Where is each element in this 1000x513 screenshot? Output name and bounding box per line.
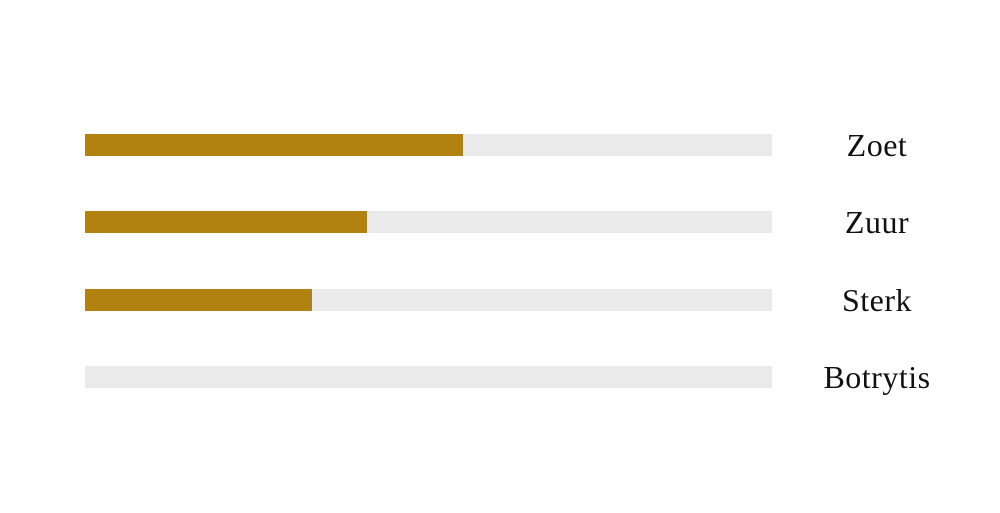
bar-row: Zoet bbox=[0, 106, 1000, 184]
bar-row: Sterk bbox=[0, 261, 1000, 339]
bar-fill bbox=[85, 211, 367, 234]
bar-track bbox=[85, 288, 772, 311]
bar-track bbox=[85, 366, 772, 389]
bar-fill bbox=[85, 288, 312, 311]
bar-label: Botrytis bbox=[823, 359, 931, 396]
bar-label: Zuur bbox=[844, 204, 910, 241]
bar-fill bbox=[85, 133, 463, 156]
bar-track bbox=[85, 211, 772, 234]
bar-row: Botrytis bbox=[0, 339, 1000, 417]
bar-row: Zuur bbox=[0, 184, 1000, 262]
bar-rows-container: Zoet Zuur Sterk Botrytis bbox=[0, 106, 1000, 416]
bar-track bbox=[85, 133, 772, 156]
bar-label: Sterk bbox=[841, 281, 913, 318]
bar-label: Zoet bbox=[846, 126, 908, 163]
